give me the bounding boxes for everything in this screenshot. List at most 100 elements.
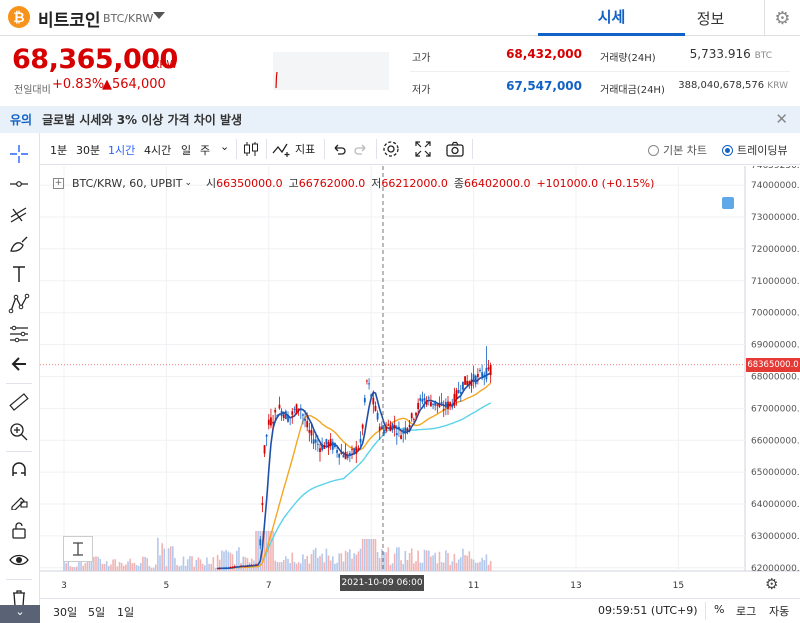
candle-body	[325, 439, 328, 445]
volume-bar	[108, 566, 110, 571]
volume-bar	[208, 563, 210, 571]
candle-type-icon[interactable]	[242, 138, 260, 160]
volume-bar	[470, 558, 473, 571]
legend-symbol[interactable]: BTC/KRW, 60, UPBIT	[72, 176, 183, 190]
interval-4h[interactable]: 4시간	[144, 144, 172, 157]
volume-bar	[321, 553, 323, 571]
last-price-tag: 68365000.0	[746, 357, 800, 372]
volume-bar	[116, 566, 119, 571]
volume-bar	[178, 566, 180, 571]
y-tick-label: 66000000.0	[751, 436, 800, 446]
close-icon[interactable]: ✕	[775, 110, 788, 128]
legend-dropdown-icon[interactable]: ⌄	[184, 178, 193, 188]
back-arrow-icon[interactable]	[4, 349, 34, 379]
event-marker-icon[interactable]	[722, 197, 734, 209]
tradingview-radio[interactable]: 트레이딩뷰	[722, 142, 788, 158]
text-icon[interactable]	[4, 259, 34, 289]
interval-1m[interactable]: 1분	[50, 144, 68, 157]
zoom-in-icon[interactable]	[4, 417, 34, 447]
candle-body	[393, 425, 396, 428]
volume-bar	[86, 558, 89, 571]
ruler-icon[interactable]	[4, 387, 34, 417]
close-key: 종	[453, 177, 464, 190]
volume-bar	[413, 563, 415, 571]
volume-bar	[114, 559, 116, 571]
candle-body	[438, 403, 441, 408]
y-tick-label-partial: 74659250.0	[751, 166, 800, 171]
volume-bar	[455, 562, 458, 571]
candle-body	[302, 414, 304, 416]
toolbar-divider	[376, 139, 377, 159]
price-chart[interactable]: 74000000.0 73000000.0 72000000.0 71000000.0…	[40, 166, 800, 598]
coin-name[interactable]: 비트코인	[38, 11, 101, 31]
redo-icon[interactable]	[353, 138, 369, 160]
undo-icon[interactable]	[331, 138, 347, 160]
volume-bar	[410, 548, 413, 571]
interval-1h[interactable]: 1시간	[108, 144, 136, 157]
chart-svg[interactable]: 74000000.0 73000000.0 72000000.0 71000000.0…	[40, 166, 800, 598]
range-30d[interactable]: 30일	[53, 606, 78, 619]
volume-bar	[308, 563, 311, 571]
volume-bar	[378, 557, 381, 571]
lock-drawing-icon[interactable]	[4, 485, 34, 515]
interval-week[interactable]: 주	[200, 144, 211, 157]
volume-bar	[487, 564, 490, 571]
fibonacci-icon[interactable]	[4, 319, 34, 349]
indicators-button[interactable]: 지표	[272, 138, 315, 160]
candle-body	[430, 402, 432, 407]
settings-icon[interactable]	[382, 138, 400, 160]
percent-toggle[interactable]: %	[714, 603, 725, 616]
volume-bar	[93, 556, 95, 571]
volume-bar	[368, 539, 370, 571]
volume-bar	[125, 564, 127, 571]
candle-body	[312, 439, 315, 444]
chevron-down-icon[interactable]: ⌄	[0, 605, 40, 623]
volume-bar	[140, 563, 142, 571]
utc-clock[interactable]: 09:59:51 (UTC+9)	[598, 604, 698, 617]
interval-day[interactable]: 일	[181, 144, 192, 157]
candle-body	[263, 445, 266, 454]
header: ₿ 비트코인 BTC/KRW 시세 정보 ⚙	[0, 0, 800, 36]
candle-body	[389, 425, 392, 432]
range-5d[interactable]: 5일	[88, 606, 106, 619]
candle-body	[353, 448, 356, 454]
interval-more-icon[interactable]: ⌄	[220, 140, 230, 153]
interval-30m[interactable]: 30분	[76, 144, 101, 157]
volume-bars	[63, 531, 492, 571]
unlock-icon[interactable]	[4, 515, 34, 545]
fullscreen-icon[interactable]	[414, 138, 432, 160]
volume-bar	[304, 559, 306, 571]
volume-bar	[159, 555, 161, 571]
x-tick-label: 11	[468, 581, 479, 591]
gear-icon[interactable]: ⚙	[764, 0, 800, 36]
magnet-icon[interactable]	[4, 455, 34, 485]
coin-dropdown-icon[interactable]	[153, 12, 165, 19]
radio-dot-selected	[722, 144, 733, 156]
range-1d[interactable]: 1일	[117, 606, 135, 619]
horizontal-line-icon[interactable]	[4, 169, 34, 199]
x-tick-label: 15	[673, 581, 684, 591]
crosshair-icon[interactable]	[4, 139, 34, 169]
candle-body	[297, 408, 300, 411]
tab-price[interactable]: 시세	[538, 0, 685, 36]
candle-body	[233, 566, 236, 568]
volume-bar	[400, 560, 402, 571]
volume-bar	[381, 549, 383, 571]
candle-body	[319, 448, 321, 453]
auto-toggle[interactable]: 자동	[769, 605, 790, 618]
measure-tool-icon[interactable]	[63, 536, 93, 562]
brush-icon[interactable]	[4, 229, 34, 259]
volume-bar	[402, 563, 404, 571]
volume-bar	[191, 556, 193, 571]
candle-body	[476, 373, 479, 377]
axis-gear-icon[interactable]: ⚙	[765, 575, 779, 593]
tab-info[interactable]: 정보	[696, 9, 725, 28]
candle-body	[267, 419, 270, 425]
camera-icon[interactable]	[445, 138, 465, 160]
log-toggle[interactable]: 로그	[736, 605, 757, 618]
pattern-icon[interactable]	[4, 289, 34, 319]
collapse-legend-icon[interactable]: +	[53, 177, 64, 189]
eye-icon[interactable]	[4, 545, 34, 575]
trend-lines-icon[interactable]	[4, 199, 34, 229]
basic-chart-radio[interactable]: 기본 차트	[648, 142, 707, 158]
